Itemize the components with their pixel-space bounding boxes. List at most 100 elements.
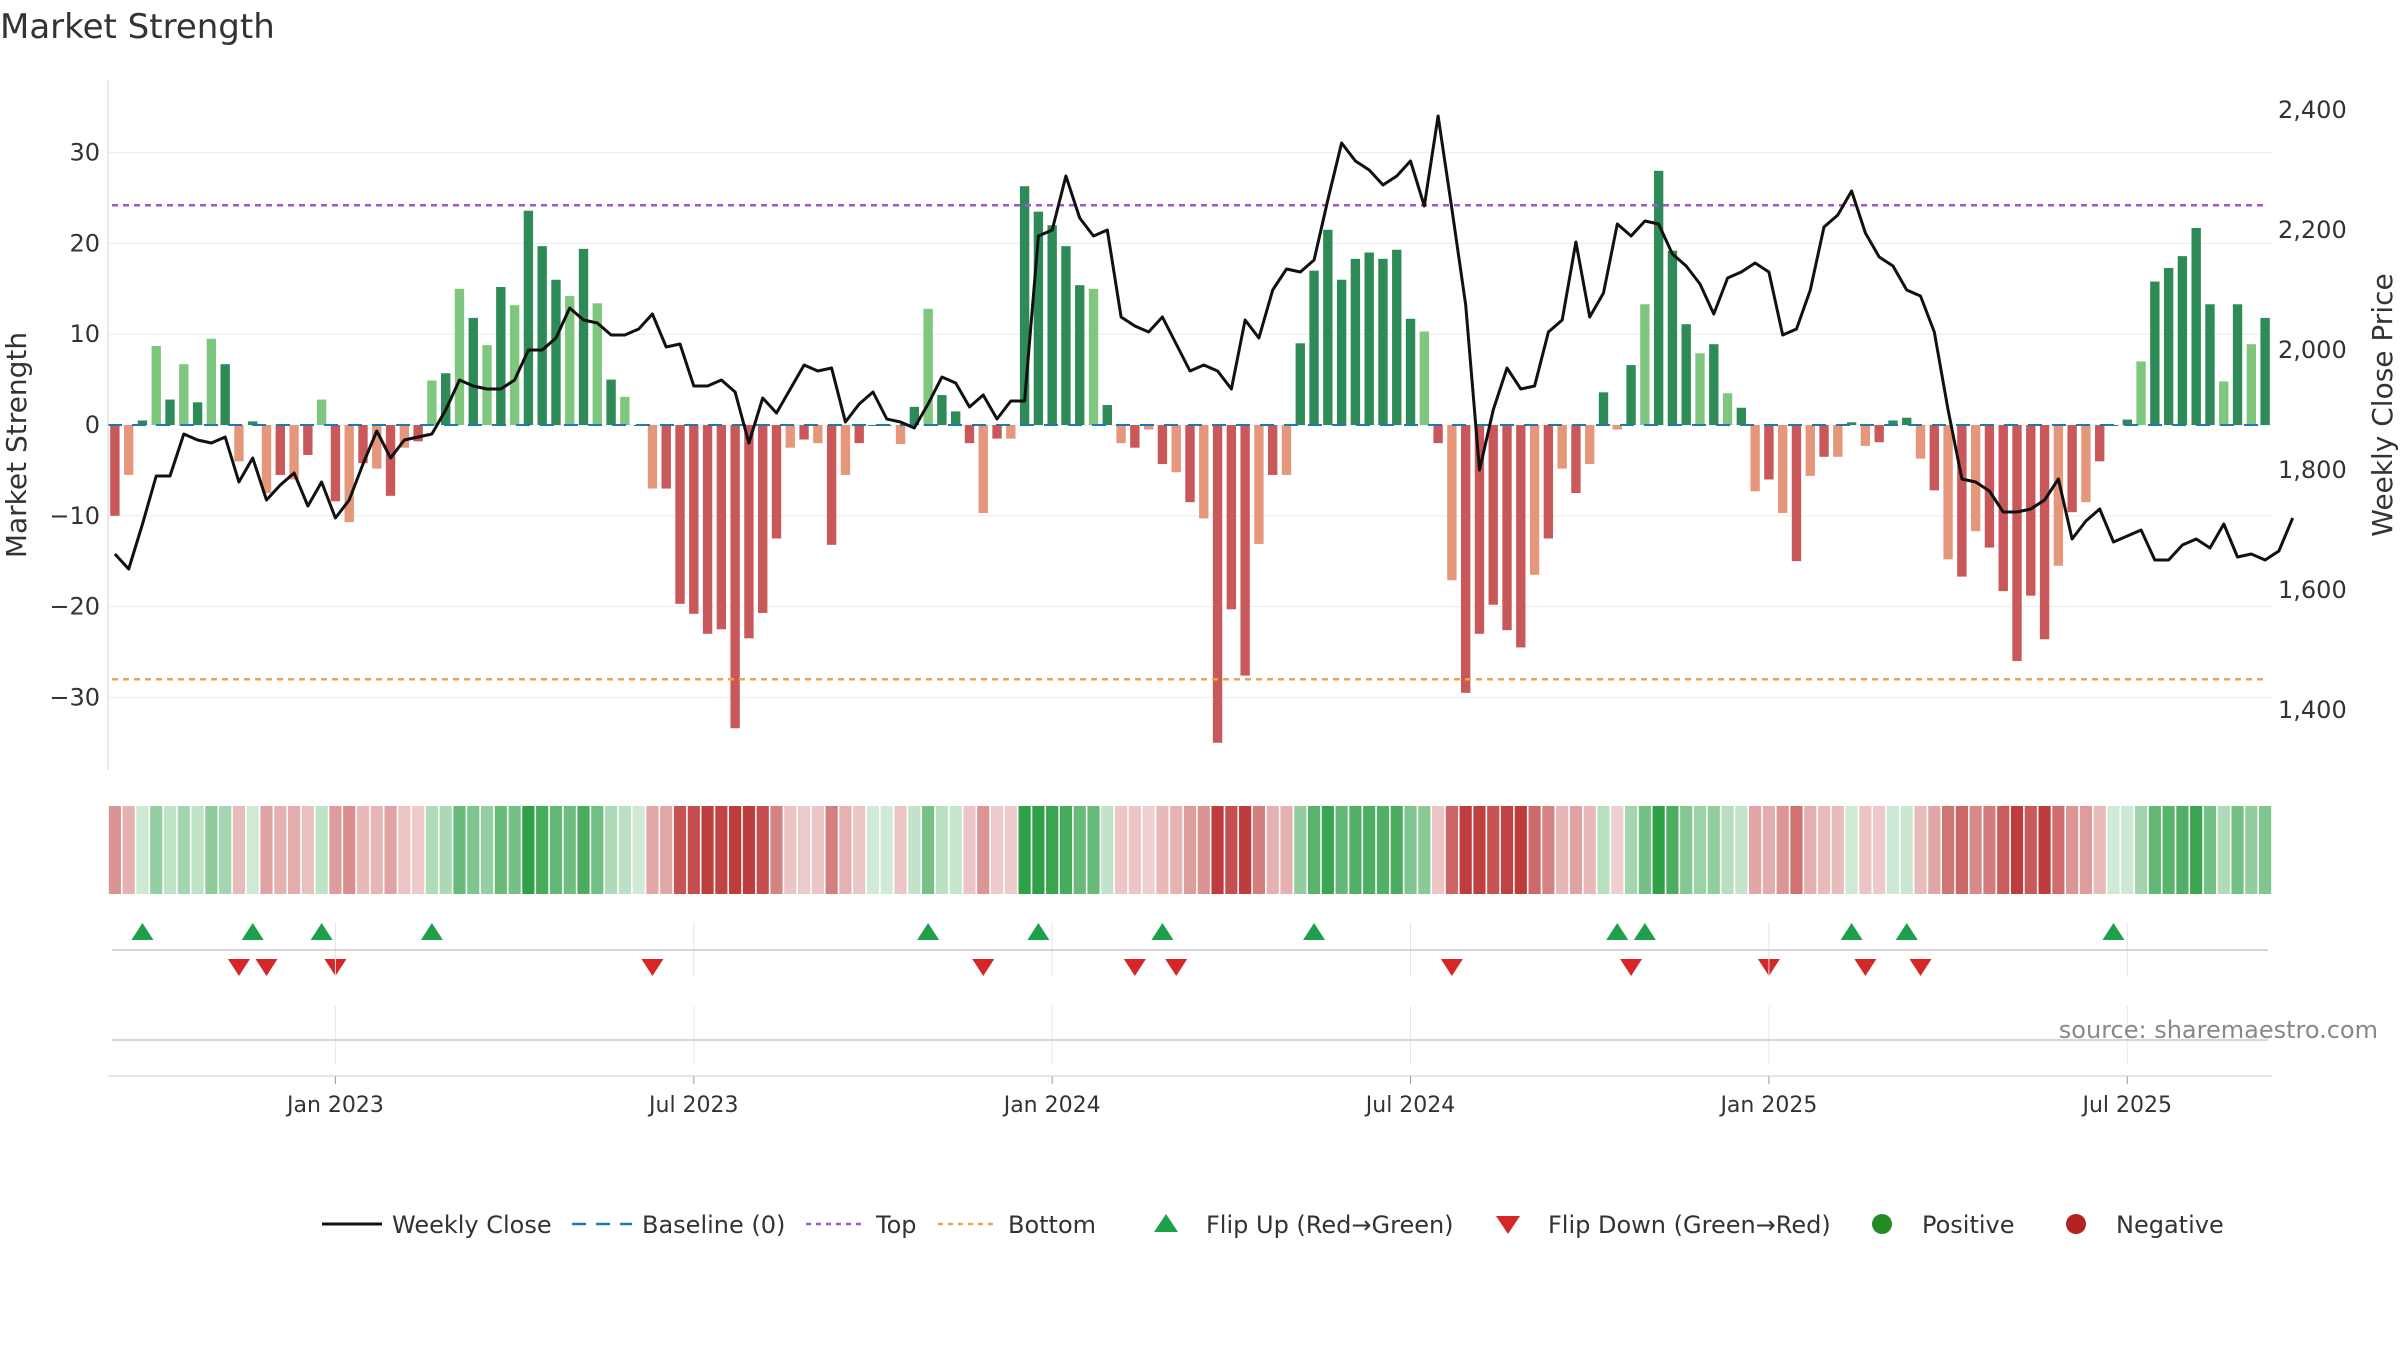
flip-up-marker [917,923,940,940]
strength-bar [2150,281,2160,425]
strip-cell [742,806,756,894]
strip-cell [1735,806,1748,894]
strength-bar [1199,425,1209,519]
strength-bar [316,399,327,425]
strength-bar [1323,229,1333,425]
strength-bar [689,425,699,614]
strip-cell [797,806,811,894]
flip-down-marker [641,959,664,976]
strip-cell [2024,806,2037,894]
strip-cell [866,806,880,894]
flip-down-marker [1854,959,1877,976]
strip-cell [935,806,948,894]
strip-cell [605,806,618,894]
strip-cell [1349,806,1362,894]
strength-bar [1571,425,1581,494]
strength-bar [151,346,161,425]
strength-bar [1516,425,1526,648]
strip-cell [1817,806,1831,894]
strip-cell [701,806,714,894]
strip-cell [990,806,1004,894]
strength-bar [992,425,1002,439]
strip-cell [2121,806,2134,894]
strength-bar [1488,425,1498,605]
legend-label: Baseline (0) [642,1211,785,1239]
strength-bar [1874,425,1884,443]
strip-cell [2010,806,2024,894]
strength-bar [1185,425,1195,503]
x-tick-label: Jul 2023 [647,1093,739,1118]
legend-swatch [1154,1214,1178,1232]
y-right-axis-title: Weekly Close Price [2366,273,2399,536]
strength-bar [2246,344,2257,425]
strength-bar [482,345,492,425]
strip-cell [177,806,190,894]
strip-cell [1473,806,1486,894]
strip-cell [301,806,314,894]
strength-bar [551,279,561,425]
strength-bar [1543,425,1554,539]
strength-bar [1019,186,1030,425]
strength-bar [1157,425,1168,465]
strength-bar [854,425,864,444]
strip-cell [412,806,425,894]
strip-cell [1128,806,1141,894]
strength-bar [702,425,713,634]
x-tick-label: Jan 2024 [1002,1093,1101,1118]
strip-cell [1514,806,1527,894]
strip-cell [2079,806,2093,894]
strength-bar [1254,425,1264,544]
strip-cell [1652,806,1665,894]
flip-up-marker [131,923,154,940]
strip-cell [287,806,301,894]
strip-cell [549,806,563,894]
strip-cell [136,806,149,894]
strip-cell [1873,806,1886,894]
strength-bar [110,425,120,516]
strength-bar [730,425,740,729]
strip-cell [1542,806,1555,894]
strength-bar [813,425,823,444]
strip-cell [1983,806,1996,894]
strip-cell [660,806,673,894]
strength-bars [110,170,2270,743]
strength-bar [441,373,451,425]
chart-title: Market Strength [0,7,275,47]
y-axis-title: Market Strength [0,332,33,558]
strip-cell [1266,806,1279,894]
strength-bar [620,396,630,425]
strip-cell [425,806,439,894]
strength-bar [1529,425,1540,575]
y-right-tick-label: 1,800 [2278,456,2347,484]
strip-cell [1252,806,1266,894]
strength-bar [344,425,354,523]
strength-bar [1460,425,1471,693]
strength-bar [1805,425,1815,476]
strength-bar [565,296,575,425]
flip-down-marker [1123,959,1146,976]
flip-up-marker [241,923,264,940]
y-tick-label: 0 [85,411,100,439]
strip-cell [1183,806,1197,894]
strength-bar [1419,331,1430,425]
x-tick-label: Jan 2025 [1718,1093,1817,1118]
strength-bar [840,425,851,475]
strength-bar [303,425,313,455]
strip-cell [1225,806,1238,894]
strip-cell [1101,806,1114,894]
strength-bar [1970,425,1981,532]
legend-item: Bottom [938,1211,1096,1239]
strip-cell [646,806,659,894]
strip-cell [260,806,273,894]
legend-item: Weekly Close [322,1211,552,1239]
strip-cell [1928,806,1941,894]
strip-cell [1032,806,1045,894]
flip-up-marker [1027,923,1050,940]
strength-bar [1998,425,2008,592]
strength-bar [206,338,217,425]
flip-up-marker [2102,923,2125,940]
flip-down-marker [1165,959,1188,976]
strip-cell [1004,806,1017,894]
strength-bar [1778,425,1788,514]
legend-swatch [1872,1214,1892,1234]
